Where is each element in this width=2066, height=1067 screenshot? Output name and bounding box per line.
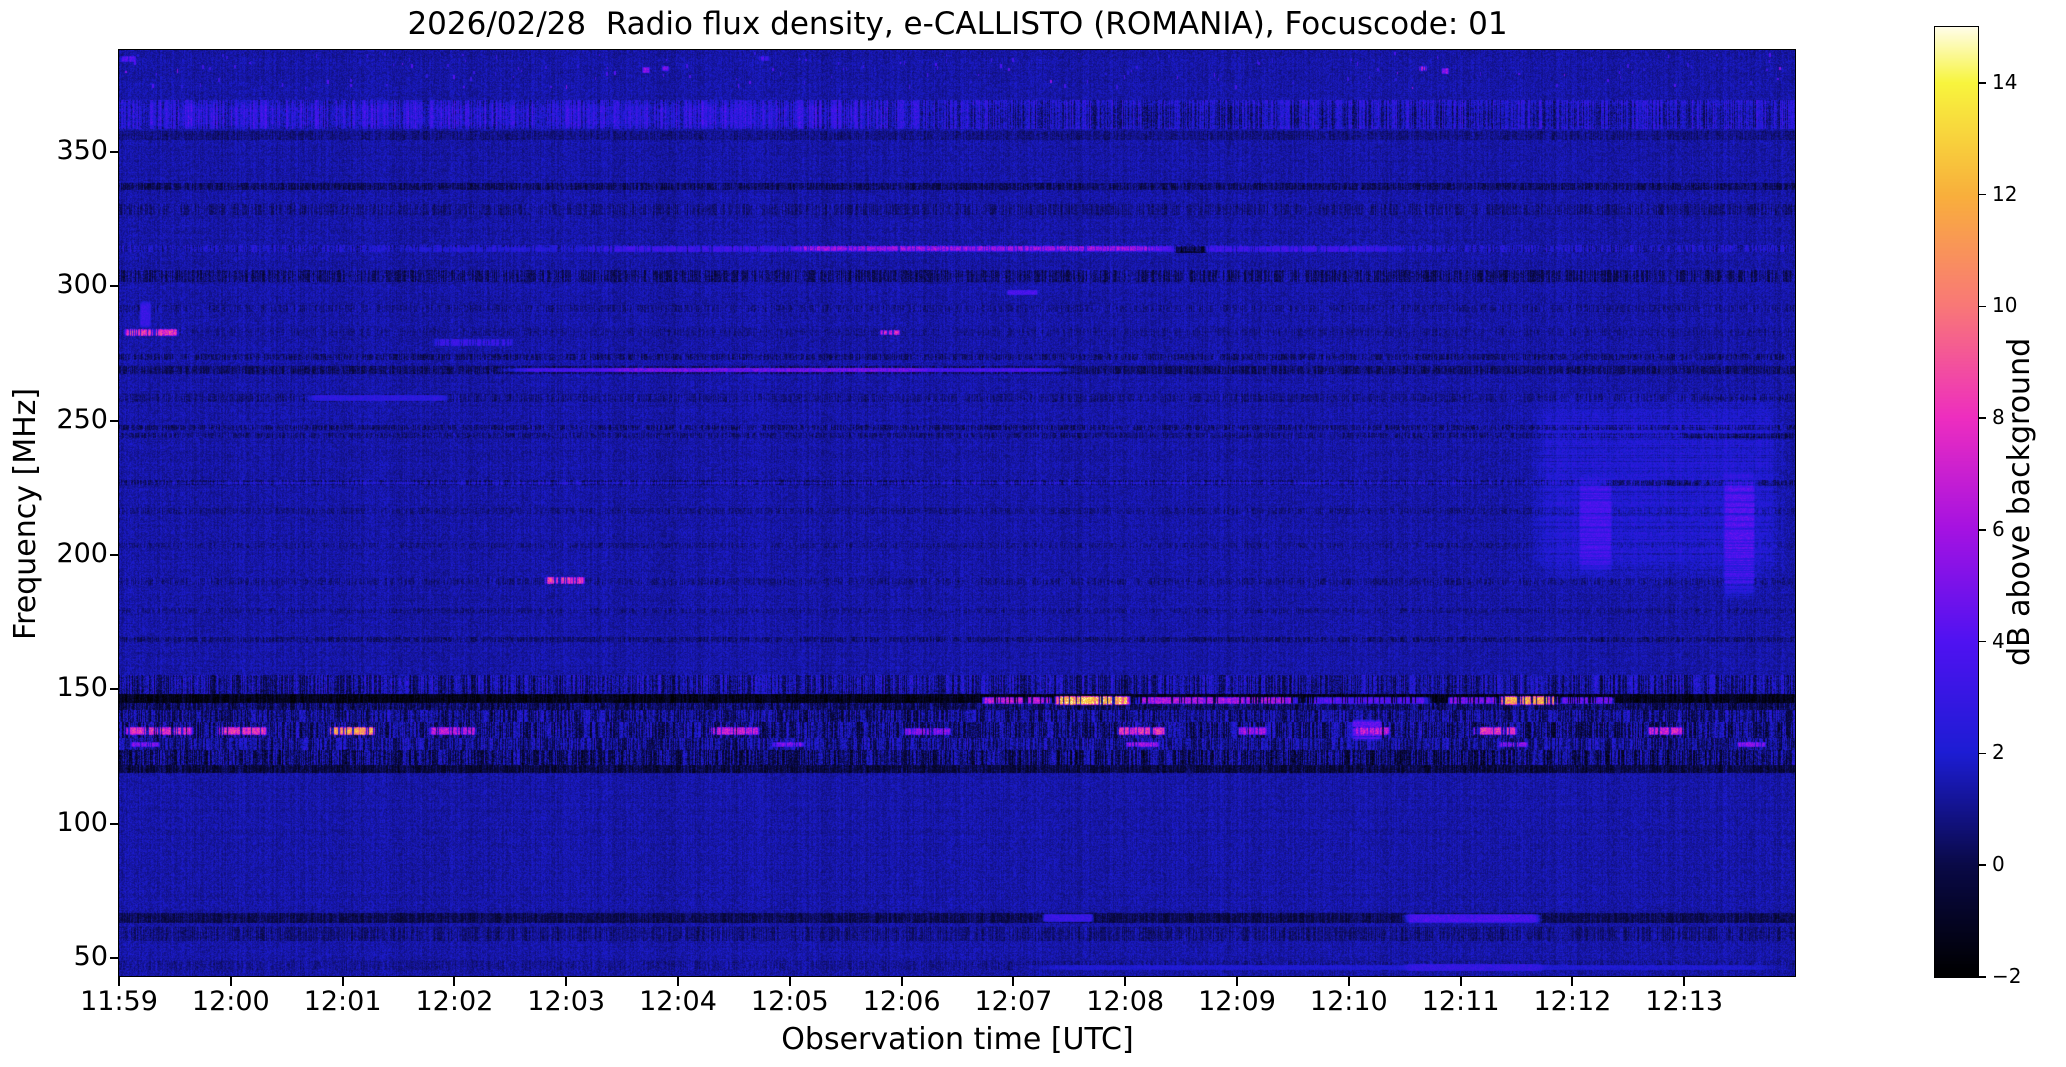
x-axis-label: Observation time [UTC] [781, 1022, 1134, 1057]
x-tick [1236, 977, 1238, 986]
y-tick-label: 200 [56, 538, 108, 570]
x-tick-label: 12:10 [1309, 986, 1388, 1017]
colorbar-tick [1979, 417, 1986, 419]
colorbar-tick-label: 10 [1992, 293, 2018, 318]
colorbar-tick-label: 14 [1992, 69, 2018, 94]
x-tick-label: 12:02 [415, 986, 494, 1017]
colorbar-tick [1979, 864, 1986, 867]
y-tick [110, 957, 119, 960]
colorbar-canvas [1935, 27, 1978, 977]
colorbar-tick [1979, 976, 1986, 978]
x-tick-label: 12:04 [639, 986, 717, 1017]
x-tick-label: 12:07 [974, 986, 1053, 1017]
y-tick [110, 151, 119, 154]
colorbar-tick [1979, 193, 1986, 196]
x-tick [1571, 977, 1574, 986]
y-axis-label: Frequency [MHz] [8, 387, 43, 640]
y-tick-label: 350 [56, 135, 108, 167]
colorbar-tick [1979, 82, 1986, 84]
y-tick-label: 100 [56, 806, 108, 838]
x-tick-label: 12:03 [527, 986, 606, 1017]
x-tick [1459, 977, 1462, 986]
figure-title: 2026/02/28 Radio flux density, e-CALLIST… [407, 6, 1508, 42]
x-tick-label: 12:05 [750, 986, 829, 1017]
y-tick [110, 688, 119, 691]
y-tick [110, 285, 119, 288]
x-tick [1683, 977, 1686, 986]
x-tick-label: 12:06 [862, 986, 941, 1017]
x-tick [900, 977, 903, 986]
x-tick [677, 977, 679, 986]
colorbar-tick-label: 4 [1992, 628, 2005, 653]
colorbar-tick [1979, 752, 1986, 755]
y-tick [110, 822, 119, 825]
y-tick-label: 250 [56, 403, 108, 435]
colorbar-label: dB above background [2002, 337, 2037, 667]
x-tick [229, 977, 232, 986]
colorbar-tick-label: 12 [1992, 181, 2018, 206]
colorbar-tick-label: −2 [1992, 964, 2022, 988]
x-tick [788, 977, 791, 986]
colorbar-tick-label: 8 [1992, 405, 2005, 430]
y-tick [110, 554, 119, 557]
colorbar-tick [1979, 305, 1986, 308]
x-tick-label: 12:09 [1198, 986, 1276, 1017]
y-tick-label: 150 [56, 672, 108, 704]
colorbar-tick-label: 0 [1992, 852, 2005, 877]
x-tick-label: 12:13 [1645, 986, 1724, 1017]
x-tick [1012, 977, 1015, 986]
x-tick-label: 12:00 [191, 986, 270, 1017]
y-tick-label: 300 [56, 269, 108, 301]
colorbar-tick-label: 6 [1992, 516, 2005, 541]
x-tick-label: 12:11 [1421, 986, 1500, 1017]
colorbar-tick-label: 2 [1992, 740, 2005, 765]
x-tick-label: 11:59 [80, 986, 158, 1017]
colorbar-tick [1979, 529, 1986, 531]
y-tick-label: 50 [73, 941, 108, 973]
x-tick [565, 977, 568, 986]
colorbar-tick [1979, 640, 1986, 643]
x-tick-label: 12:01 [303, 986, 382, 1017]
x-tick [453, 977, 456, 986]
x-tick [118, 977, 120, 986]
x-tick-label: 12:08 [1086, 986, 1165, 1017]
x-tick [1347, 977, 1350, 986]
spectrogram-canvas [119, 50, 1796, 977]
x-tick [341, 977, 344, 986]
y-tick [110, 419, 119, 422]
x-tick [1124, 977, 1127, 986]
x-tick-label: 12:12 [1533, 986, 1612, 1017]
